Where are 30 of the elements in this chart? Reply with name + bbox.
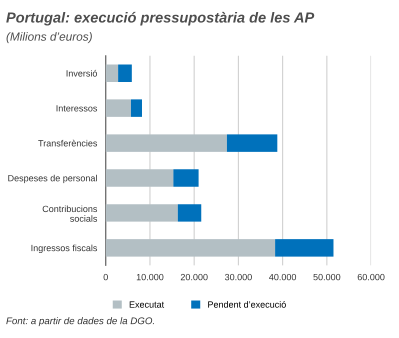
chart-title: Portugal: execució pressupostària de les AP	[6, 12, 314, 26]
x-tick-label: 30.000	[224, 274, 252, 280]
bar	[173, 169, 199, 187]
bar	[106, 204, 178, 222]
y-tick-label: Transferències	[38, 140, 98, 146]
legend-label: Executat	[130, 301, 164, 308]
bar	[275, 239, 334, 257]
bar	[130, 99, 142, 117]
x-tick-label: 20.000	[180, 274, 208, 280]
y-tick-label: Interessos	[56, 105, 98, 112]
x-tick-label: 40.000	[269, 274, 296, 280]
chart-subtitle: (Milions d’euros)	[6, 32, 92, 44]
x-tick-label: 10.000	[136, 274, 164, 280]
y-tick-label: Inversió	[66, 70, 98, 77]
legend-label: Pendent d’execució	[208, 300, 286, 308]
bar	[106, 64, 118, 82]
bar	[106, 239, 276, 257]
y-tick-label: Contribucions socials	[42, 205, 98, 222]
x-tick-label: 0	[104, 274, 108, 280]
text: Font: a partir de dades de la DGO.	[6, 317, 154, 326]
bar	[178, 204, 202, 222]
y-tick-label: Despeses de personal	[8, 174, 97, 184]
bar	[118, 64, 132, 82]
bar	[106, 169, 174, 187]
x-tick-label: 60.000	[358, 274, 385, 280]
y-tick-label: Ingressos fiscals	[32, 244, 98, 254]
x-tick-label: 50.000	[313, 274, 340, 280]
bar	[226, 134, 278, 152]
bar	[106, 134, 227, 152]
bar	[106, 99, 131, 117]
